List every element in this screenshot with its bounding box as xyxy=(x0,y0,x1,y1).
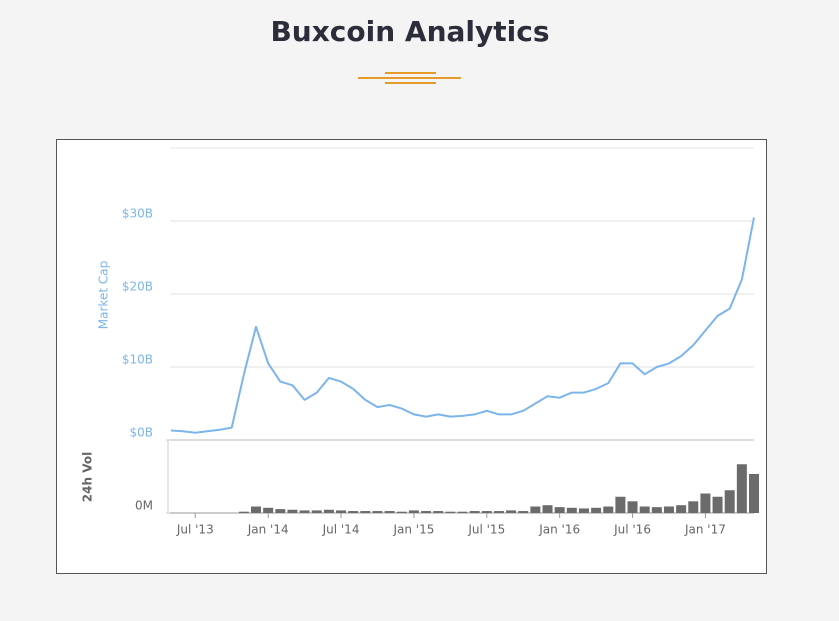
x-tick-label: Jul '15 xyxy=(467,523,505,537)
volume-bar xyxy=(433,511,444,513)
y-axis-title: 24h Vol xyxy=(81,452,95,502)
volume-bar xyxy=(408,510,419,513)
volume-bar xyxy=(712,496,723,513)
volume-bar xyxy=(311,510,322,513)
volume-bar xyxy=(323,509,334,513)
y-tick-label: $20B xyxy=(122,280,153,294)
volume-bar xyxy=(275,509,286,513)
volume-bar xyxy=(591,507,602,513)
y-tick-label: $0B xyxy=(129,426,153,440)
x-tick-label: Jul '16 xyxy=(613,523,651,537)
volume-bar xyxy=(251,506,262,513)
volume-bar xyxy=(384,511,395,513)
volume-bar xyxy=(299,510,310,513)
volume-bar xyxy=(336,510,347,513)
volume-bar xyxy=(372,511,383,513)
volume-bar xyxy=(238,511,249,513)
x-tick-label: Jul '13 xyxy=(176,523,214,537)
volume-bar xyxy=(542,505,553,513)
volume-bar xyxy=(566,507,577,513)
volume-bar xyxy=(421,511,432,513)
volume-bar xyxy=(651,507,662,513)
volume-bar xyxy=(445,511,456,513)
volume-bar xyxy=(578,508,589,513)
chart-panel xyxy=(56,139,767,574)
y-axis-title: Market Cap xyxy=(97,261,111,329)
volume-bar xyxy=(263,507,274,513)
volume-bar xyxy=(348,511,359,513)
volume-bar xyxy=(506,510,517,513)
volume-bar xyxy=(481,511,492,513)
volume-bar xyxy=(554,507,565,513)
title-ornament xyxy=(358,72,461,84)
y-tick-label: $30B xyxy=(122,207,153,221)
volume-bar xyxy=(700,493,711,513)
volume-bar xyxy=(724,490,735,513)
volume-bar xyxy=(493,511,504,513)
x-tick-label: Jan '16 xyxy=(538,523,580,537)
volume-bar xyxy=(749,474,759,513)
volume-bar xyxy=(287,509,298,513)
page-title: Buxcoin Analytics xyxy=(270,15,549,48)
volume-bar xyxy=(736,464,747,513)
volume-bar xyxy=(639,506,650,513)
volume-bar xyxy=(518,511,529,513)
volume-bar xyxy=(663,506,674,513)
volume-bar xyxy=(360,511,371,513)
market-cap-line xyxy=(170,217,755,434)
x-tick-label: Jan '14 xyxy=(247,523,289,537)
volume-bar xyxy=(396,511,407,513)
x-tick-label: Jan '17 xyxy=(684,523,726,537)
x-tick-label: Jul '14 xyxy=(322,523,360,537)
x-tick-label: Jan '15 xyxy=(392,523,434,537)
volume-bar xyxy=(530,506,541,513)
y-tick-label: 0M xyxy=(135,499,153,513)
volume-bar xyxy=(688,501,699,513)
volume-bar xyxy=(457,511,468,513)
y-tick-label: $10B xyxy=(122,353,153,367)
volume-bar xyxy=(627,501,638,513)
volume-bar xyxy=(469,511,480,513)
volume-bar xyxy=(603,506,614,513)
volume-bar xyxy=(676,505,687,513)
volume-bar xyxy=(615,496,626,513)
